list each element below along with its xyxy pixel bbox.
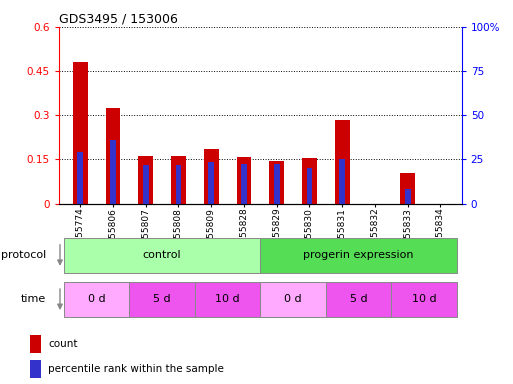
Bar bbox=[391, 282, 457, 317]
Bar bbox=[204, 149, 219, 204]
Bar bbox=[260, 238, 457, 273]
Bar bbox=[64, 238, 260, 273]
Bar bbox=[64, 282, 129, 317]
Text: time: time bbox=[21, 294, 46, 304]
Text: 0 d: 0 d bbox=[284, 294, 302, 304]
Bar bbox=[260, 282, 326, 317]
Bar bbox=[302, 159, 317, 204]
Bar bbox=[339, 159, 345, 204]
Text: protocol: protocol bbox=[1, 250, 46, 260]
Bar bbox=[208, 162, 214, 204]
Text: 0 d: 0 d bbox=[88, 294, 106, 304]
Bar bbox=[274, 164, 280, 204]
Bar bbox=[106, 108, 121, 204]
Bar bbox=[30, 335, 42, 353]
Bar bbox=[143, 165, 149, 204]
Bar bbox=[269, 161, 284, 204]
Text: count: count bbox=[48, 339, 77, 349]
Bar bbox=[110, 140, 116, 204]
Bar bbox=[405, 189, 410, 204]
Text: 10 d: 10 d bbox=[215, 294, 240, 304]
Bar bbox=[139, 156, 153, 204]
Bar bbox=[77, 152, 83, 204]
Bar bbox=[335, 120, 349, 204]
Text: GDS3495 / 153006: GDS3495 / 153006 bbox=[59, 13, 178, 26]
Bar bbox=[30, 360, 42, 378]
Text: control: control bbox=[143, 250, 182, 260]
Bar bbox=[73, 62, 88, 204]
Text: 5 d: 5 d bbox=[153, 294, 171, 304]
Bar bbox=[400, 173, 415, 204]
Bar bbox=[129, 282, 195, 317]
Text: 10 d: 10 d bbox=[412, 294, 437, 304]
Bar bbox=[326, 282, 391, 317]
Text: percentile rank within the sample: percentile rank within the sample bbox=[48, 364, 224, 374]
Bar bbox=[241, 164, 247, 204]
Bar bbox=[195, 282, 260, 317]
Bar bbox=[236, 157, 251, 204]
Text: progerin expression: progerin expression bbox=[303, 250, 414, 260]
Bar bbox=[175, 165, 182, 204]
Bar bbox=[306, 168, 312, 204]
Bar bbox=[171, 156, 186, 204]
Text: 5 d: 5 d bbox=[350, 294, 367, 304]
